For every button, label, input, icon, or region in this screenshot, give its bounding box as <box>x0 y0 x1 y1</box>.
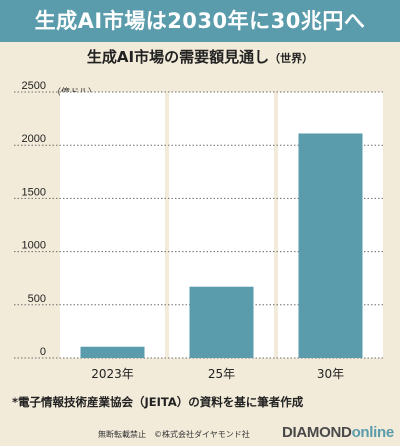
x-tick-label: 30年 <box>317 367 344 381</box>
x-tick-label: 2023年 <box>91 367 134 381</box>
copyright-text: 無断転載禁止 ©株式会社ダイヤモンド社 <box>98 430 250 439</box>
y-tick-label: 2000 <box>22 133 46 145</box>
y-tick-label: 1500 <box>22 186 46 198</box>
plot-column-bg <box>60 92 165 358</box>
chart-title: 生成AI市場の需要額見通し（世界） <box>0 46 400 70</box>
y-tick-label: 1000 <box>22 240 46 252</box>
y-tick-label: 0 <box>40 346 46 358</box>
brand-sub: online <box>351 424 395 441</box>
source-note: *電子情報技術産業協会（JEITA）の資料を基に筆者作成 <box>12 395 304 409</box>
bar <box>80 346 145 358</box>
bar-chart: 0 500 1000 1500 2000 2500 2023年 25年 30年 <box>14 80 385 381</box>
footer: 無断転載禁止 ©株式会社ダイヤモンド社 DIAMONDonline <box>0 420 400 446</box>
x-tick-label: 25年 <box>208 367 235 381</box>
bar <box>298 133 363 358</box>
brand-logo: DIAMONDonline <box>282 424 394 441</box>
chart-title-sub: （世界） <box>269 52 314 65</box>
bar <box>189 286 254 358</box>
chart-title-main: 生成AI市場の需要額見通し <box>86 48 270 66</box>
headline-banner: 生成AI市場は2030年に30兆円へ <box>0 0 400 42</box>
y-tick-label: 500 <box>28 293 46 305</box>
brand-main: DIAMOND <box>282 424 352 441</box>
y-tick-label: 2500 <box>22 80 46 92</box>
